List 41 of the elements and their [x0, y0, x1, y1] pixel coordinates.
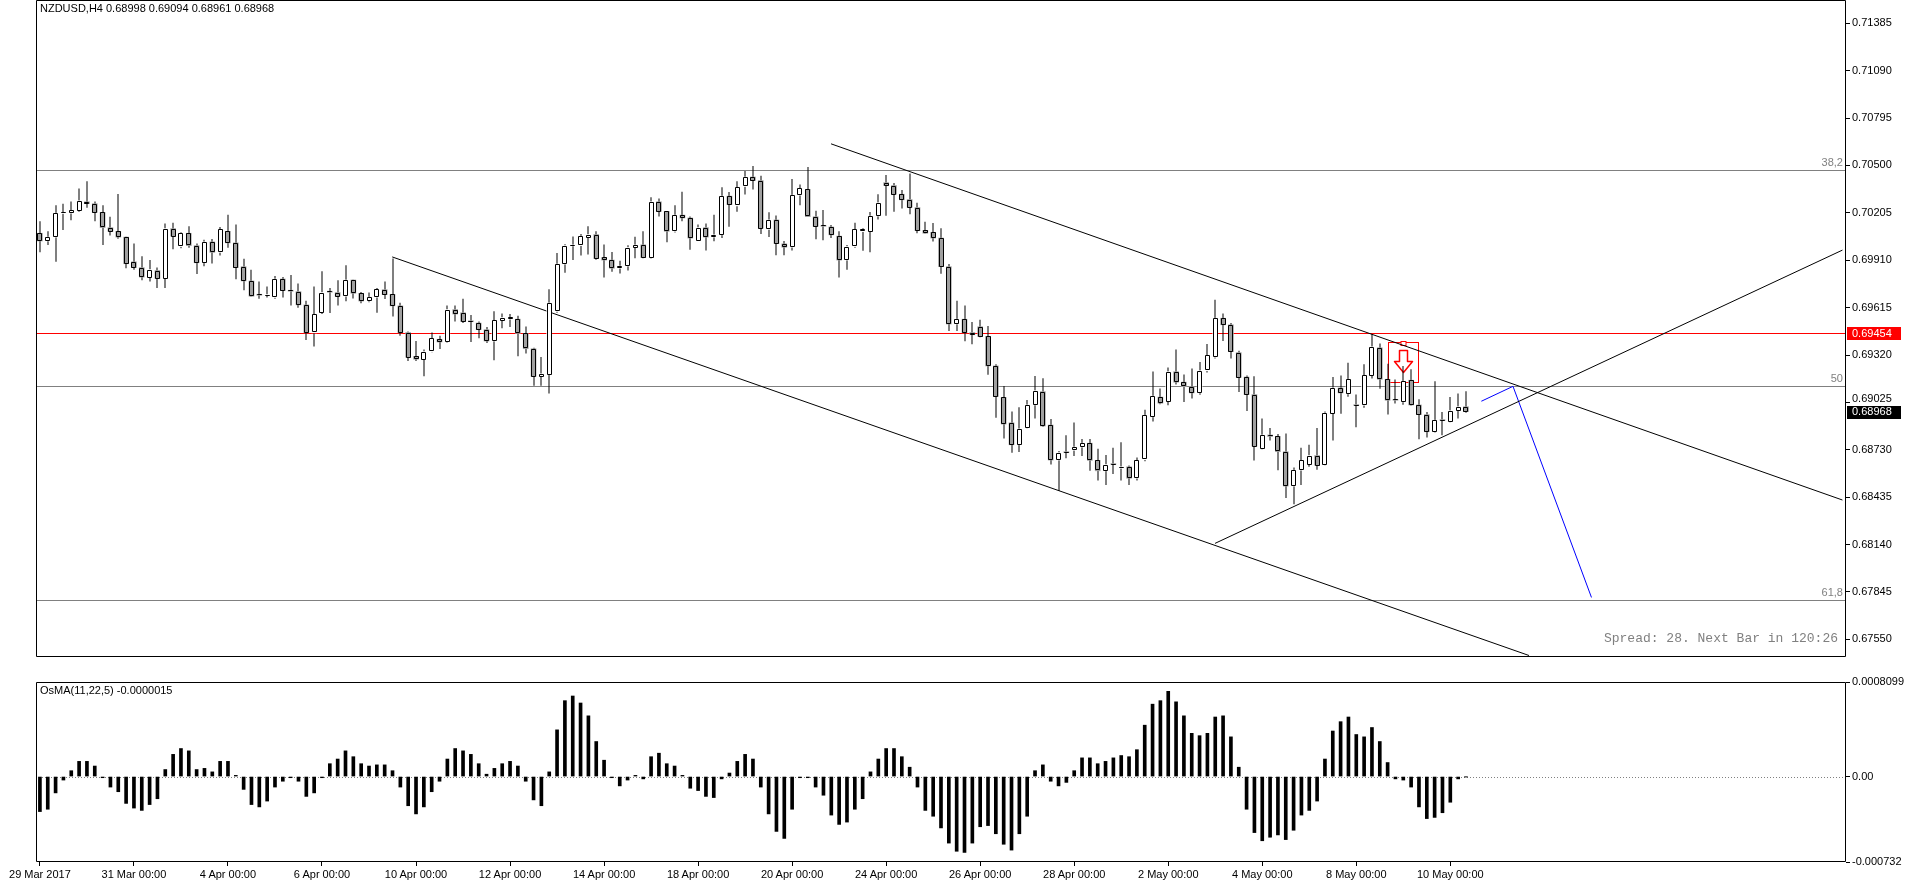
y-tick-label: 0.69910 [1852, 253, 1892, 266]
y-tick-label: -0.000732 [1852, 855, 1902, 868]
x-tick-label: 20 Apr 00:00 [760, 867, 824, 880]
x-tick-label: 2 May 00:00 [1137, 867, 1199, 880]
ref-line-label: 0.69454 [1852, 327, 1892, 340]
x-tick-label: 26 Apr 00:00 [948, 867, 1012, 880]
x-tick-label: 14 Apr 00:00 [572, 867, 636, 880]
x-tick-label: 10 May 00:00 [1416, 867, 1484, 880]
x-tick-label: 6 Apr 00:00 [293, 867, 351, 880]
y-tick-label: 0.69320 [1852, 348, 1892, 361]
y-tick-label: 0.68730 [1852, 442, 1892, 455]
x-tick-label: 29 Mar 2017 [9, 867, 71, 880]
y-tick-label: 0.70205 [1852, 205, 1892, 218]
y-tick-label: 0.0008099 [1852, 675, 1904, 688]
text: 0.68968 [1852, 405, 1892, 418]
x-tick-label: 4 Apr 00:00 [199, 867, 257, 880]
y-tick-label: 0.69615 [1852, 300, 1892, 313]
y-tick-label: 0.71385 [1852, 16, 1892, 29]
y-tick-label: 0.68435 [1852, 490, 1892, 503]
x-tick-label: 18 Apr 00:00 [666, 867, 730, 880]
y-tick-label: 0.67845 [1852, 584, 1892, 597]
x-tick-label: 31 Mar 00:00 [101, 867, 167, 880]
annotation: Spread: 28. Next Bar in 120:26 [1603, 630, 1838, 646]
x-tick-label: 8 May 00:00 [1326, 867, 1387, 880]
x-tick-label: 28 Apr 00:00 [1043, 867, 1106, 880]
chart-title: NZDUSD,H4 0.68998 0.69094 0.68961 0.68968 [40, 1, 275, 14]
annotation: 61,8 [1821, 586, 1843, 599]
y-tick-label: 0.71090 [1852, 63, 1892, 76]
y-tick-label: 0.70795 [1852, 111, 1892, 124]
y-tick-label: 0.67550 [1852, 632, 1892, 645]
chart-title: OsMA(11,22,5) -0.0000015 [40, 683, 173, 696]
x-tick-label: 10 Apr 00:00 [384, 867, 448, 880]
y-tick-label: 0.68140 [1852, 537, 1892, 550]
x-tick-label: 4 May 00:00 [1231, 867, 1293, 880]
y-tick-label: 0.70500 [1852, 158, 1892, 171]
y-tick-label: 0.00 [1852, 769, 1874, 782]
y-tick-label: 0.69025 [1852, 391, 1892, 404]
annotation: 38,2 [1821, 156, 1843, 169]
x-tick-label: 24 Apr 00:00 [854, 867, 918, 880]
annotation: 50 [1830, 372, 1843, 385]
x-tick-label: 12 Apr 00:00 [478, 867, 542, 880]
